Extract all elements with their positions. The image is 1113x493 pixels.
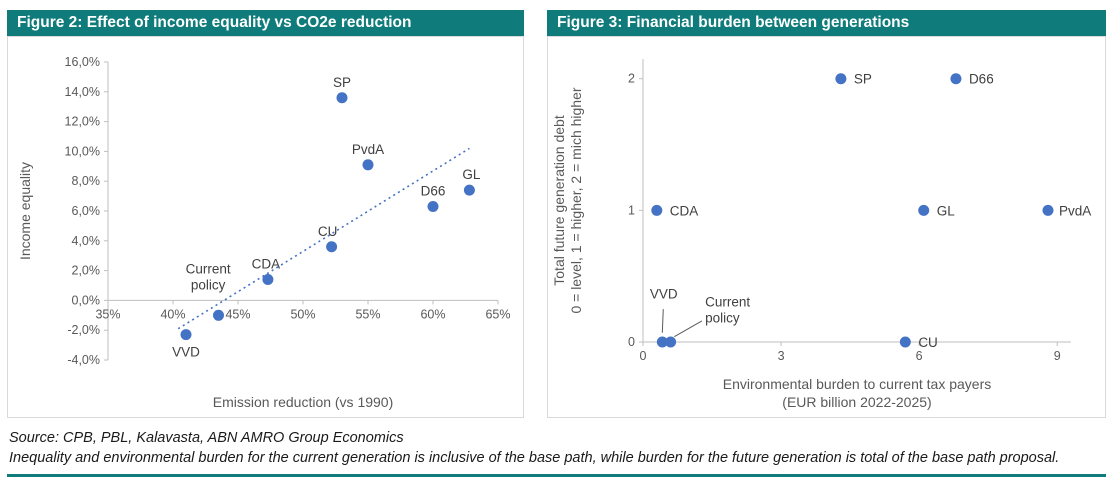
leader-line: [674, 320, 703, 338]
point-label: GL: [937, 203, 956, 218]
source-line: Source: CPB, PBL, Kalavasta, ABN AMRO Gr…: [9, 430, 404, 446]
point-current-policy: [213, 309, 224, 321]
point-label: CU: [318, 224, 338, 239]
point-d66: [950, 73, 962, 85]
point-label: PvdA: [1059, 203, 1091, 218]
y-tick-label: 4,0%: [72, 234, 101, 248]
point-label: D66: [421, 184, 446, 199]
y-tick-label: 0,0%: [72, 293, 101, 307]
point-cda: [651, 204, 663, 216]
point-gl: [463, 184, 475, 196]
point-sp: [336, 92, 348, 104]
y-tick-label: 6,0%: [72, 204, 101, 218]
y-axis-title: Total future generation debt: [551, 115, 567, 286]
charts-row: Figure 2: Effect of income equality vs C…: [7, 10, 1106, 418]
x-tick-label: 65%: [485, 307, 510, 321]
y-tick-label: -2,0%: [67, 323, 100, 337]
x-tick-label: 60%: [420, 307, 445, 321]
y-tick-label: 10,0%: [65, 144, 100, 158]
y-tick-label: 12,0%: [65, 115, 100, 129]
point-gl: [918, 204, 930, 216]
y-tick-label: 8,0%: [72, 174, 101, 188]
x-axis-title: (EUR billion 2022-2025): [782, 394, 931, 410]
figure2-title: Figure 2: Effect of income equality vs C…: [7, 10, 524, 36]
y-axis-title: 0 = level, 1 = higher, 2 = mich higher: [568, 87, 584, 313]
point-label: SP: [854, 72, 872, 87]
point-label: GL: [462, 167, 481, 182]
point-cu: [899, 336, 911, 348]
trendline: [177, 147, 470, 330]
x-axis-title: Emission reduction (vs 1990): [213, 394, 394, 410]
x-tick-label: 6: [916, 349, 923, 363]
y-tick-label: 2: [628, 72, 635, 86]
x-tick-label: 0: [640, 349, 647, 363]
point-d66: [427, 201, 439, 213]
y-tick-label: 0: [628, 335, 635, 349]
figure3-title: Figure 3: Financial burden between gener…: [547, 10, 1106, 36]
x-tick-label: 35%: [95, 307, 120, 321]
annotation-label: policy: [191, 278, 226, 293]
annotation-label: policy: [705, 310, 740, 325]
y-tick-label: 16,0%: [65, 55, 100, 69]
y-tick-label: 1: [628, 203, 635, 217]
point-sp: [835, 73, 847, 85]
page-footer: Source: CPB, PBL, Kalavasta, ABN AMRO Gr…: [9, 428, 1104, 468]
point-label: CU: [918, 335, 938, 350]
point-label: PvdA: [352, 142, 384, 157]
y-tick-label: -4,0%: [67, 353, 100, 367]
figure2-panel: Figure 2: Effect of income equality vs C…: [7, 10, 524, 418]
point-vvd: [656, 336, 668, 348]
bottom-rule: [7, 474, 1106, 477]
point-current-policy: [665, 336, 677, 348]
note-line: Inequality and environmental burden for …: [9, 450, 1060, 466]
y-tick-label: 2,0%: [72, 264, 101, 278]
point-label: CDA: [670, 203, 699, 218]
point-cu: [326, 241, 338, 253]
figure2-chart-box: -4,0% -2,0% 0,0% 2,0% 4,0% 6,0% 8,0% 10,0% 12,0%…: [7, 36, 524, 418]
annotation-label: Current: [705, 294, 750, 309]
figure3-chart-box: 0 1 2 0 3 6 9 SP D66 CDA GL PvdA CU VVD Current policy E…: [547, 36, 1106, 418]
x-tick-label: 3: [778, 349, 785, 363]
point-label: VVD: [172, 345, 200, 360]
figure3-panel: Figure 3: Financial burden between gener…: [547, 10, 1106, 418]
x-tick-label: 50%: [290, 307, 315, 321]
x-tick-label: 55%: [355, 307, 380, 321]
point-label: CDA: [252, 257, 281, 272]
point-pvda: [362, 159, 374, 171]
x-tick-label: 40%: [160, 307, 185, 321]
annotation-label: VVD: [650, 287, 678, 302]
point-label: D66: [969, 72, 994, 87]
point-pvda: [1042, 204, 1054, 216]
x-tick-label: 45%: [225, 307, 250, 321]
page: Figure 2: Effect of income equality vs C…: [7, 10, 1106, 477]
annotation-label: Current: [186, 262, 231, 277]
point-cda: [262, 274, 274, 286]
y-axis-title: Income equality: [17, 162, 33, 260]
point-vvd: [180, 329, 192, 341]
x-axis-title: Environmental burden to current tax paye…: [723, 376, 991, 392]
x-tick-label: 9: [1054, 349, 1061, 363]
y-tick-label: 14,0%: [65, 85, 100, 99]
leader-line: [661, 309, 664, 333]
figure2-scatter-svg: -4,0% -2,0% 0,0% 2,0% 4,0% 6,0% 8,0% 10,0% 12,0%…: [17, 55, 511, 410]
point-label: SP: [333, 75, 351, 90]
